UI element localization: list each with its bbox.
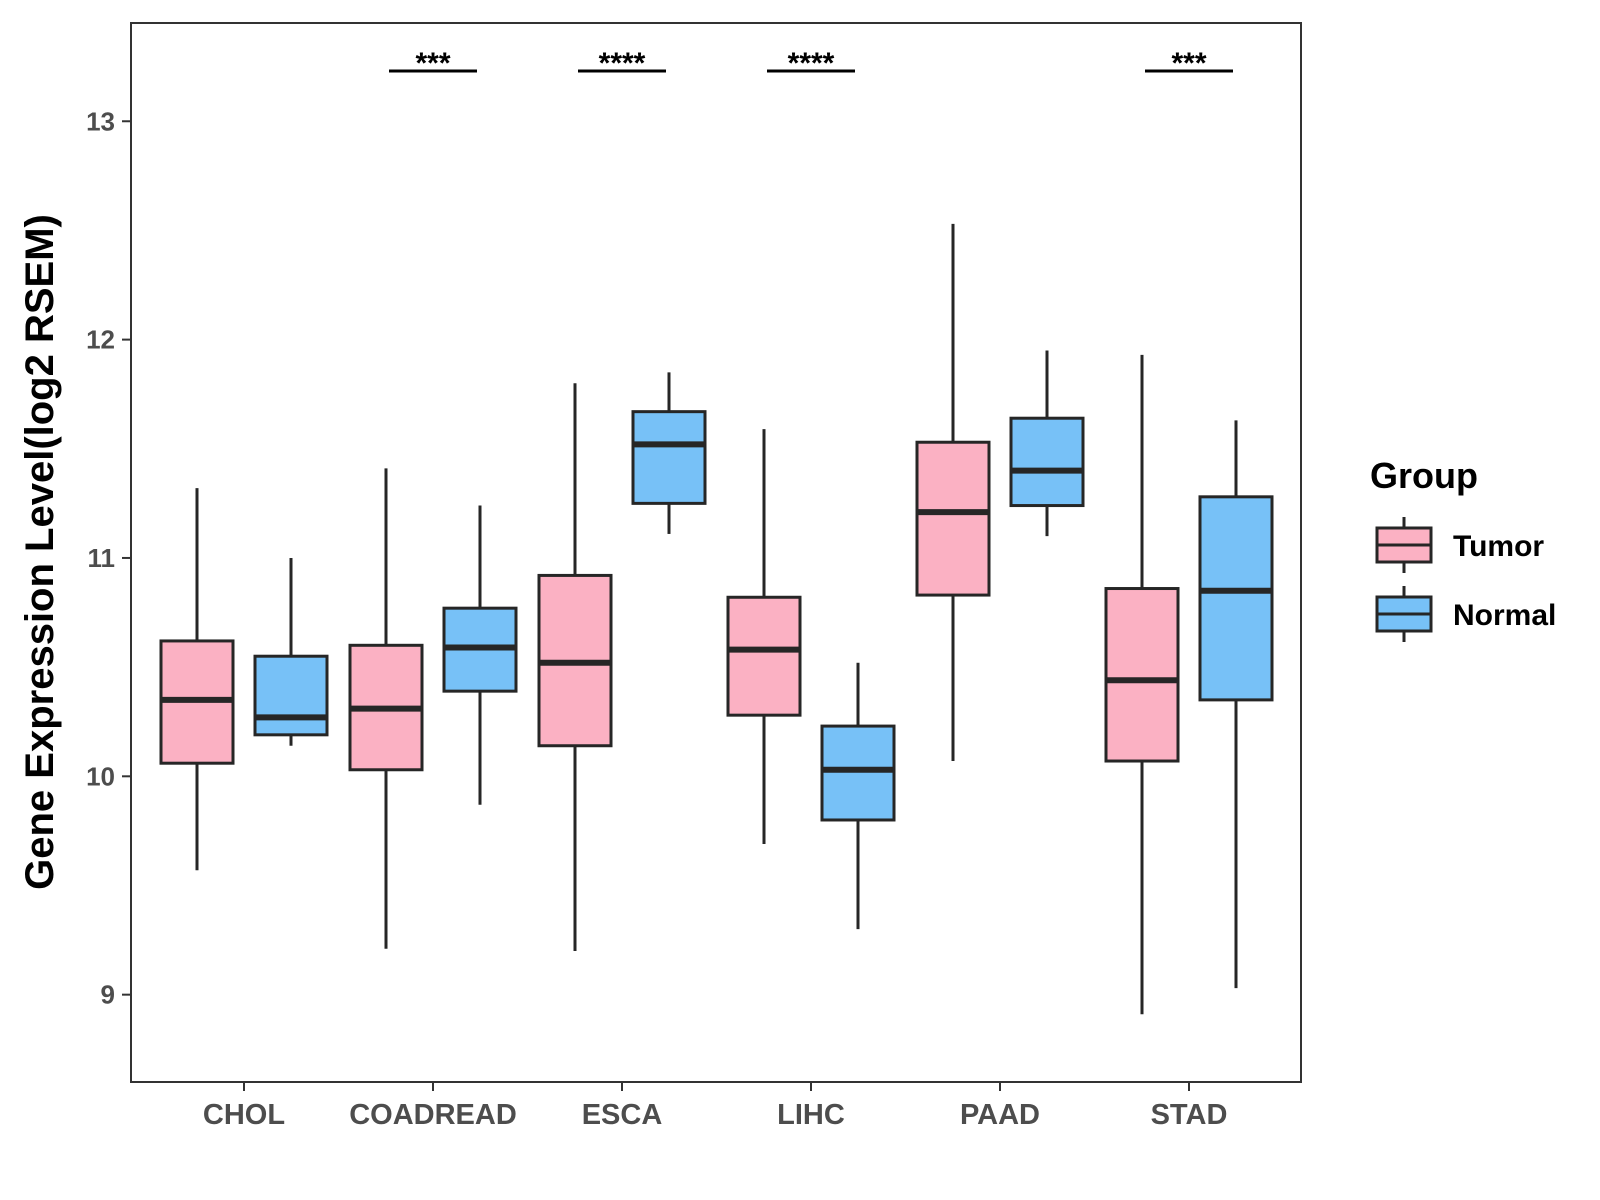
significance-label: *** — [415, 47, 450, 80]
y-tick-label: 9 — [101, 980, 115, 1010]
significance-label: *** — [1171, 47, 1206, 80]
y-axis: 9 10 11 12 13 — [86, 106, 131, 1010]
box-iqr — [253, 654, 329, 737]
y-tick-label: 11 — [88, 543, 116, 573]
box-tumor-lihc — [726, 429, 802, 844]
box-iqr — [820, 724, 896, 822]
y-tick-label: 12 — [86, 325, 115, 355]
box-tumor-chol — [159, 488, 235, 871]
box-tumor-stad — [1104, 354, 1180, 1015]
plot-panel — [130, 22, 1302, 1083]
x-tick-label: COADREAD — [349, 1099, 517, 1131]
box-normal-coadread — [442, 505, 518, 805]
legend-label: Tumor — [1453, 530, 1544, 563]
box-tumor-esca — [537, 383, 613, 951]
box-series — [159, 223, 1274, 1015]
x-tick-label: PAAD — [960, 1099, 1040, 1131]
x-axis: CHOL COADREAD ESCA LIHC PAAD STAD — [203, 1082, 1227, 1131]
box-tumor-paad — [915, 223, 991, 762]
box-normal-chol — [253, 557, 329, 746]
significance-label: **** — [788, 47, 835, 80]
box-iqr — [915, 440, 991, 597]
x-tick-label: CHOL — [203, 1099, 285, 1131]
box-iqr — [726, 595, 802, 717]
x-tick-label: LIHC — [777, 1099, 845, 1131]
y-tick-label: 10 — [86, 761, 115, 791]
x-tick-label: ESCA — [582, 1099, 663, 1131]
legend-label: Normal — [1453, 599, 1556, 632]
box-iqr — [1009, 416, 1085, 508]
significance-label: **** — [599, 47, 646, 80]
y-axis-title: Gene Expression Level(log2 RSEM) — [18, 214, 62, 890]
box-tumor-coadread — [348, 468, 424, 949]
box-iqr — [1104, 587, 1180, 763]
box-iqr — [631, 410, 707, 505]
x-tick-label: STAD — [1151, 1099, 1228, 1131]
legend-item-tumor: Tumor — [1375, 517, 1544, 573]
box-normal-stad — [1198, 420, 1274, 989]
box-normal-lihc — [820, 662, 896, 930]
legend-title: Group — [1370, 455, 1478, 496]
box-normal-esca — [631, 372, 707, 534]
y-tick-label: 13 — [86, 106, 115, 136]
legend-item-normal: Normal — [1375, 586, 1556, 642]
legend: Group Tumor Normal — [1370, 455, 1556, 642]
box-iqr — [1198, 495, 1274, 702]
significance-annotations: *** **** **** *** — [389, 47, 1233, 80]
box-normal-paad — [1009, 350, 1085, 537]
